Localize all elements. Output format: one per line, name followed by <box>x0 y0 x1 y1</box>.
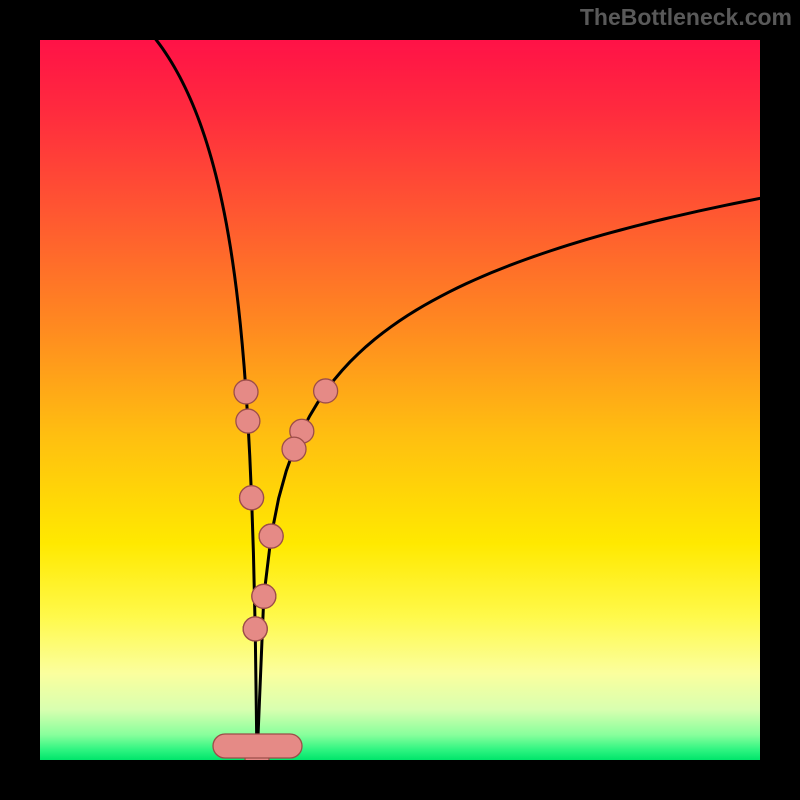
marker-dot-right <box>314 379 338 403</box>
marker-dot-left <box>234 380 258 404</box>
marker-dot-right <box>259 524 283 548</box>
chart-svg <box>0 0 800 800</box>
marker-dot-left <box>243 617 267 641</box>
marker-dot-right <box>282 437 306 461</box>
marker-dot-right <box>252 584 276 608</box>
marker-dot-left <box>240 486 264 510</box>
watermark-text: TheBottleneck.com <box>580 4 792 31</box>
marker-dot-left <box>236 409 260 433</box>
chart-frame: TheBottleneck.com <box>0 0 800 800</box>
marker-pill-bottom <box>213 734 302 758</box>
gradient-background <box>40 40 760 760</box>
